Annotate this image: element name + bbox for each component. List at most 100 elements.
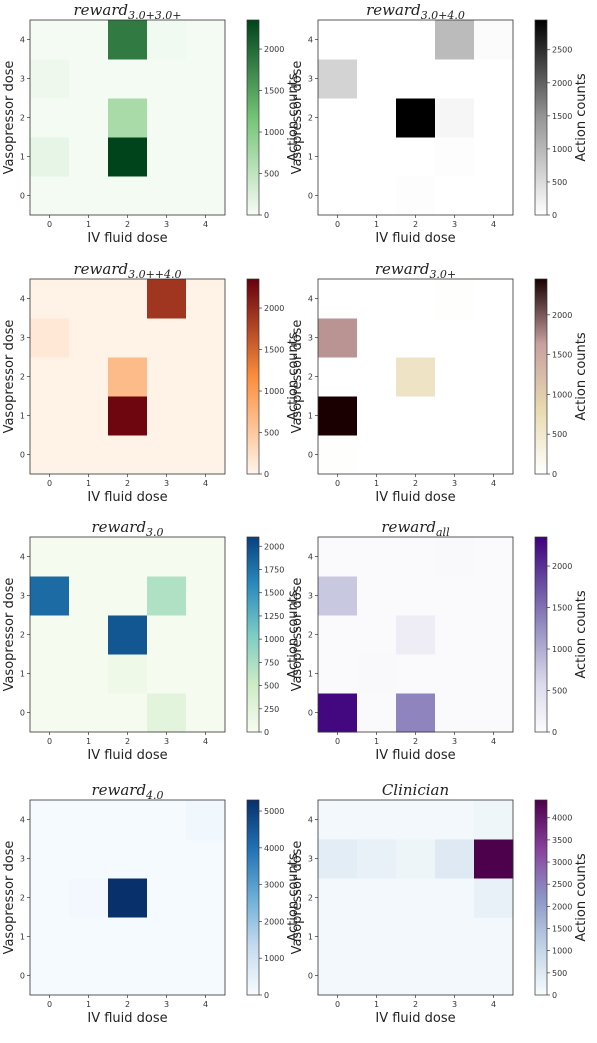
heatmap-cell [108,615,148,655]
y-tick-label: 3 [308,75,313,84]
heatmap-cell [147,357,187,397]
panel-title: reward3.0++4.0 [73,260,181,281]
x-tick-label: 0 [335,220,340,229]
heatmap-cell [474,839,514,879]
y-tick-label: 1 [308,670,313,679]
heatmap-cell [396,654,436,694]
heatmap-cell [108,693,148,733]
x-tick-label: 0 [47,220,52,229]
colorbar-tick-label: 3000 [264,881,284,890]
y-tick-label: 4 [20,295,25,304]
x-tick-label: 4 [203,1000,208,1009]
y-tick-label: 0 [20,709,25,718]
heatmap-cell [474,137,514,177]
colorbar-tick-label: 4000 [264,844,284,853]
y-tick-label: 4 [308,816,313,825]
heatmap-cell [474,357,514,397]
heatmap-cell [396,137,436,177]
heatmap-panel-6: reward4.0 0 1 2 3 4 0 1 2 3 4 IV fluid dose Vasopres… [2,781,301,1026]
y-tick-label: 3 [308,855,313,864]
heatmap-cell [30,20,70,60]
y-tick-label: 2 [20,373,25,382]
colorbar-tick-label: 1000 [264,387,284,396]
heatmap-cell [30,878,70,918]
x-tick-label: 0 [335,737,340,746]
heatmap-cell [474,878,514,918]
heatmap-cell [357,20,397,60]
y-axis-label: Vasopressor dose [2,320,17,434]
heatmap-cell [147,537,187,577]
y-tick-label: 3 [308,592,313,601]
heatmap-cell [435,279,475,319]
colorbar-tick-label: 250 [264,705,279,714]
heatmap-cell [357,357,397,397]
heatmap-cell [318,59,358,99]
y-tick-label: 0 [308,972,313,981]
heatmap-cell [186,800,226,840]
colorbar-tick-label: 2000 [264,917,284,926]
x-axis-label: IV fluid dose [87,490,167,505]
heatmap-cell [30,839,70,879]
x-axis-label: IV fluid dose [375,490,455,505]
heatmap-cell [318,279,358,319]
heatmap-cell [186,693,226,733]
y-axis-label: Vasopressor dose [290,320,305,434]
heatmap-cell [186,279,226,319]
heatmap-panel-2: reward3.0++4.0 0 1 2 3 4 0 1 2 3 4 IV fluid dose Vas… [2,260,301,505]
heatmap-cell [435,357,475,397]
heatmap-cell [186,956,226,996]
colorbar-tick-label: 2000 [264,542,284,551]
heatmap-cell [357,59,397,99]
heatmap-cell [108,318,148,358]
heatmap-cell [147,137,187,177]
heatmap-cell [147,318,187,358]
heatmap-cell [435,956,475,996]
x-tick-label: 2 [413,479,418,488]
x-tick-label: 1 [86,1000,91,1009]
heatmap-cell [396,98,436,138]
colorbar-tick-label: 1750 [264,566,284,575]
heatmap-cell [186,98,226,138]
heatmap-cell [186,318,226,358]
heatmap-cell [357,435,397,475]
heatmap-cell [186,576,226,616]
heatmap-cell [357,318,397,358]
heatmap-cell [30,956,70,996]
colorbar-label: Action counts [286,853,301,942]
y-tick-label: 3 [20,855,25,864]
heatmap-cell [108,800,148,840]
heatmap-cell [357,693,397,733]
colorbar-tick-label: 500 [552,969,567,978]
x-tick-label: 3 [164,737,169,746]
colorbar [534,19,548,216]
colorbar-tick-label: 0 [264,470,269,479]
panel-title: reward3.0+4.0 [366,1,465,22]
heatmap-cell [108,537,148,577]
heatmap-cell [396,318,436,358]
colorbar-tick-label: 2500 [552,880,572,889]
heatmap-cell [435,20,475,60]
heatmap-cell [69,435,109,475]
y-tick-label: 4 [20,36,25,45]
colorbar-tick-label: 2000 [264,304,284,313]
heatmap-cell [318,800,358,840]
colorbar-tick-label: 1500 [264,87,284,96]
heatmap-cell [147,800,187,840]
heatmap-cell [30,576,70,616]
panel-title-main: reward [375,260,430,278]
heatmap-cell [435,137,475,177]
colorbar [246,278,260,475]
heatmap-cell [474,693,514,733]
heatmap-cell [108,357,148,397]
colorbar-tick-label: 0 [552,470,557,479]
heatmap-cell [396,279,436,319]
heatmap-cell [318,176,358,216]
heatmap-panel-0: reward3.0+3.0+ 0 1 2 3 4 0 1 2 3 4 IV fluid dose Vas… [2,1,301,246]
y-tick-label: 0 [308,451,313,460]
colorbar-tick-label: 3500 [552,836,572,845]
y-axis-label: Vasopressor dose [2,61,17,175]
panel-title-subscript: 3.0+4.0 [421,9,465,22]
y-tick-label: 1 [20,670,25,679]
heatmap-cell [186,878,226,918]
colorbar-tick-label: 500 [264,682,279,691]
